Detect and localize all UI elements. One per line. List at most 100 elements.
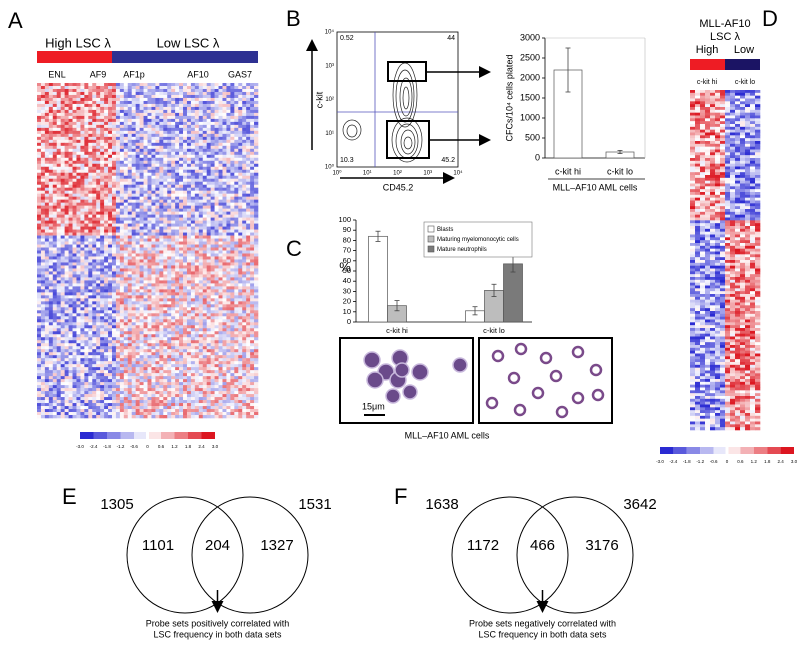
- heatmap-cell: [40, 127, 46, 132]
- heatmap-cell: [246, 91, 251, 96]
- heatmap-cell: [194, 244, 200, 248]
- heatmap-cell: [80, 310, 85, 314]
- heatmap-cell: [250, 121, 255, 126]
- heatmap-cell: [68, 274, 73, 278]
- heatmap-cell: [96, 217, 101, 221]
- heatmap-cell: [88, 115, 93, 120]
- heatmap-cell: [88, 295, 93, 299]
- heatmap-cell: [72, 157, 77, 162]
- heatmap-cell: [147, 247, 152, 251]
- heatmap-cell: [234, 130, 239, 135]
- heatmap-cell: [214, 262, 219, 266]
- heatmap-cell: [254, 109, 259, 114]
- heatmap-cell: [119, 121, 125, 126]
- heatmap-cell: [202, 187, 207, 191]
- heatmap-cell: [234, 214, 239, 218]
- heatmap-cell: [167, 346, 172, 350]
- heatmap-cell: [254, 289, 259, 293]
- heatmap-cell: [135, 145, 140, 150]
- heatmap-cell: [48, 85, 54, 90]
- heatmap-cell: [175, 145, 180, 150]
- heatmap-cell: [159, 83, 164, 87]
- heatmap-cell: [206, 118, 211, 123]
- heatmap-cell: [40, 100, 46, 105]
- heatmap-cell: [88, 340, 93, 344]
- heatmap-cell: [155, 169, 160, 174]
- heatmap-cell: [40, 151, 46, 156]
- heatmap-cell: [222, 100, 227, 105]
- heatmap-cell: [76, 334, 81, 338]
- heatmap-cell: [68, 271, 73, 275]
- heatmap-cell: [135, 115, 140, 120]
- heatmap-cell: [151, 178, 156, 182]
- heatmap-cell: [127, 238, 133, 242]
- heatmap-cell: [230, 112, 235, 117]
- heatmap-cell: [115, 115, 121, 120]
- heatmap-cell: [80, 337, 85, 341]
- heatmap-cell: [76, 178, 81, 182]
- heatmap-cell: [151, 250, 156, 254]
- heatmap-cell: [48, 277, 54, 281]
- heatmap-cell: [115, 154, 121, 159]
- heatmap-cell: [40, 109, 46, 114]
- heatmap-cell: [250, 181, 255, 185]
- heatmap-cell: [56, 277, 61, 281]
- heatmap-cell: [194, 232, 200, 236]
- heatmap-cell: [76, 130, 81, 135]
- heatmap-cell: [40, 250, 46, 254]
- heatmap-cell: [246, 214, 251, 218]
- heatmap-cell: [242, 325, 247, 329]
- heatmap-cell: [159, 247, 164, 251]
- heatmap-cell: [127, 346, 133, 350]
- heatmap-cell: [64, 160, 69, 165]
- heatmap-cell: [214, 121, 219, 126]
- heatmap-cell: [127, 103, 133, 108]
- heatmap-cell: [139, 229, 144, 233]
- heatmap-cell: [127, 145, 133, 150]
- heatmap-cell: [108, 148, 113, 153]
- heatmap-cell: [230, 250, 235, 254]
- heatmap-cell: [96, 337, 101, 341]
- heatmap-cell: [226, 130, 231, 135]
- heatmap-cell: [226, 208, 231, 212]
- heatmap-cell: [88, 253, 93, 257]
- heatmap-cell: [64, 262, 69, 266]
- heatmap-cell: [246, 130, 251, 135]
- heatmap-cell: [175, 265, 180, 269]
- heatmap-cell: [52, 103, 58, 108]
- heatmap-cell: [119, 334, 125, 338]
- heatmap-cell: [37, 310, 42, 314]
- heatmap-cell: [206, 124, 211, 129]
- heatmap-cell: [40, 124, 46, 129]
- heatmap-cell: [230, 181, 235, 185]
- heatmap-cell: [171, 88, 176, 93]
- heatmap-cell: [202, 223, 207, 227]
- heatmap-cell: [56, 112, 61, 117]
- heatmap-cell: [230, 343, 235, 347]
- heatmap-cell: [226, 103, 231, 108]
- heatmap-cell: [64, 199, 69, 203]
- heatmap-cell: [96, 85, 101, 90]
- heatmap-cell: [100, 83, 105, 87]
- heatmap-cell: [96, 154, 101, 159]
- heatmap-cell: [250, 100, 255, 105]
- heatmap-cell: [222, 133, 227, 138]
- heatmap-cell: [163, 268, 168, 272]
- heatmap-cell: [183, 331, 188, 335]
- heatmap-cell: [238, 271, 243, 275]
- heatmap-cell: [210, 232, 215, 236]
- heatmap-cell: [210, 235, 215, 239]
- heatmap-cell: [210, 115, 215, 120]
- heatmap-cell: [108, 262, 113, 266]
- heatmap-cell: [210, 85, 215, 90]
- heatmap-cell: [214, 85, 219, 90]
- heatmap-cell: [100, 289, 105, 293]
- heatmap-cell: [163, 88, 168, 93]
- heatmap-cell: [135, 247, 140, 251]
- heatmap-cell: [159, 196, 164, 200]
- heatmap-cell: [206, 262, 211, 266]
- heatmap-cell: [135, 85, 140, 90]
- heatmap-cell: [52, 307, 58, 311]
- heatmap-cell: [40, 253, 46, 257]
- heatmap-cell: [127, 97, 133, 102]
